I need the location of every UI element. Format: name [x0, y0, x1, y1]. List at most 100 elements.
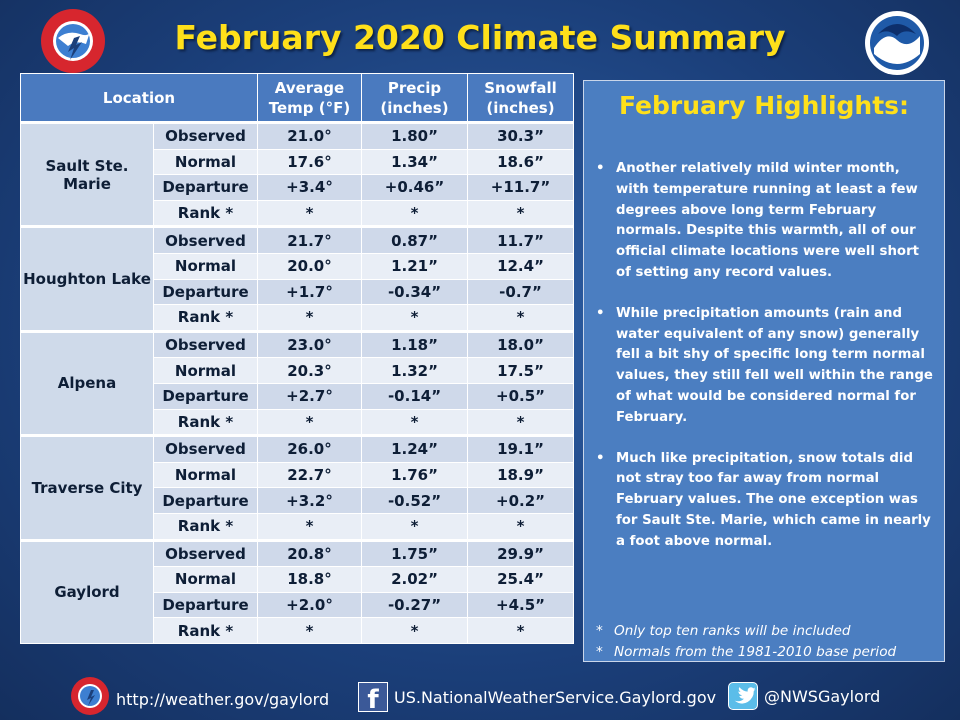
row-type-label: Normal — [153, 357, 258, 384]
footnote: * Only top ten ranks will be included — [596, 621, 941, 642]
snowfall-cell: -0.7” — [467, 278, 574, 306]
location-name: Gaylord — [20, 538, 154, 644]
temp-cell: 18.8° — [257, 566, 362, 593]
temp-cell: 20.3° — [257, 357, 362, 384]
website-link[interactable]: http://weather.gov/gaylord — [70, 677, 330, 716]
precip-cell: +0.46” — [361, 174, 468, 201]
nws-logo-icon — [41, 9, 105, 73]
row-type-label: Normal — [153, 461, 258, 489]
temp-cell: 20.8° — [257, 538, 362, 568]
noaa-logo-icon — [865, 11, 929, 75]
table-row: Rank * * * * — [21, 199, 574, 228]
table-row: Departure +3.4° +0.46” +11.7” — [21, 174, 574, 201]
row-type-label: Observed — [153, 434, 258, 463]
highlight-item: • Another relatively mild winter month, w… — [592, 159, 937, 284]
temp-cell: 20.0° — [257, 252, 362, 280]
row-type-label: Observed — [153, 122, 258, 150]
table-row: Rank * * * * — [21, 408, 574, 437]
bullet-icon: • — [596, 161, 605, 176]
twitter-icon — [728, 682, 758, 710]
temp-cell: * — [257, 199, 362, 228]
website-url[interactable]: http://weather.gov/gaylord — [116, 689, 330, 709]
table-row: Rank * * * * — [21, 304, 574, 332]
footer: http://weather.gov/gaylord f US.National… — [0, 676, 960, 716]
table-row: Sault Ste. Marie Observed 21.0° 1.80” 30.3” — [20, 121, 574, 228]
snowfall-cell: +11.7” — [467, 174, 574, 201]
temp-cell: * — [257, 617, 362, 644]
table-row: Departure +2.0° -0.27” +4.5” — [21, 591, 574, 619]
temp-cell: 23.0° — [257, 329, 362, 359]
snowfall-cell: * — [467, 304, 574, 332]
highlight-text: Another relatively mild winter month, wi… — [616, 161, 919, 280]
header-location: Location — [20, 73, 258, 124]
highlight-text: Much like precipitation, snow totals did… — [616, 450, 931, 549]
highlight-text: While precipitation amounts (rain and wa… — [616, 305, 933, 425]
bullet-icon: • — [596, 450, 605, 466]
facebook-handle[interactable]: US.NationalWeatherService.Gaylord.gov — [394, 687, 717, 707]
precip-cell: 1.34” — [361, 148, 468, 176]
precip-cell: * — [361, 512, 468, 541]
footnote-text: Only top ten ranks will be included — [614, 623, 851, 639]
temp-cell: +2.7° — [257, 382, 362, 410]
snowfall-cell: * — [467, 199, 574, 228]
table-row: Normal 20.0° 1.21” 12.4” — [21, 252, 574, 280]
snowfall-cell: 18.0” — [467, 329, 574, 359]
precip-cell: 0.87” — [361, 225, 468, 254]
precip-cell: 1.24” — [361, 434, 468, 463]
temp-cell: 26.0° — [257, 434, 362, 463]
row-type-label: Normal — [153, 148, 258, 176]
precip-cell: -0.34” — [361, 278, 468, 306]
row-type-label: Normal — [153, 252, 258, 280]
location-name: Houghton Lake — [20, 225, 154, 332]
header-temp: Average Temp (°F) — [257, 73, 362, 124]
facebook-link[interactable]: f US.NationalWeatherService.Gaylord.gov — [358, 682, 716, 712]
snowfall-cell: 11.7” — [467, 225, 574, 254]
snowfall-cell: 30.3” — [467, 122, 574, 150]
twitter-handle[interactable]: @NWSGaylord — [764, 686, 881, 706]
precip-cell: * — [361, 199, 468, 228]
snowfall-cell: 18.9” — [467, 461, 574, 489]
precip-cell: * — [361, 617, 468, 644]
snowfall-cell: * — [467, 408, 574, 437]
temp-cell: 21.7° — [257, 225, 362, 254]
row-type-label: Rank * — [153, 199, 258, 228]
precip-cell: -0.52” — [361, 487, 468, 514]
location-name: Traverse City — [20, 434, 154, 541]
nws-small-logo-icon — [71, 677, 109, 715]
row-type-label: Departure — [153, 591, 258, 619]
row-type-label: Observed — [153, 225, 258, 254]
highlights-panel: February Highlights: • Another relatively… — [583, 80, 945, 662]
temp-cell: +2.0° — [257, 591, 362, 619]
table-row: Departure +3.2° -0.52” +0.2” — [21, 487, 574, 514]
precip-cell: * — [361, 408, 468, 437]
temp-cell: * — [257, 304, 362, 332]
row-type-label: Rank * — [153, 512, 258, 541]
twitter-link[interactable]: @NWSGaylord — [728, 682, 880, 710]
temp-cell: +3.2° — [257, 487, 362, 514]
row-type-label: Rank * — [153, 408, 258, 437]
footnote-text: Normals from the 1981-2010 base period — [614, 643, 897, 660]
table-row: Rank * * * * — [21, 512, 574, 541]
row-type-label: Departure — [153, 278, 258, 306]
page-title: February 2020 Climate Summary — [174, 18, 786, 57]
table-row: Normal 20.3° 1.32” 17.5” — [21, 357, 574, 384]
temp-cell: 21.0° — [257, 122, 362, 150]
asterisk-icon: * — [596, 623, 603, 639]
snowfall-cell: 25.4” — [467, 566, 574, 593]
precip-cell: -0.14” — [361, 382, 468, 410]
highlights-list: • Another relatively mild winter month, w… — [592, 159, 937, 573]
temp-cell: * — [257, 408, 362, 437]
precip-cell: 1.76” — [361, 461, 468, 489]
precip-cell: 2.02” — [361, 566, 468, 593]
row-type-label: Rank * — [153, 304, 258, 332]
highlight-item: • Much like precipitation, snow totals di… — [592, 449, 937, 553]
row-type-label: Observed — [153, 329, 258, 359]
footnotes: * Only top ten ranks will be included * No… — [596, 621, 941, 662]
row-type-label: Departure — [153, 174, 258, 201]
snowfall-cell: 12.4” — [467, 252, 574, 280]
precip-cell: -0.27” — [361, 591, 468, 619]
snowfall-cell: * — [467, 512, 574, 541]
highlights-title: February Highlights: — [618, 91, 910, 120]
location-name: Alpena — [20, 329, 154, 437]
temp-cell: +1.7° — [257, 278, 362, 306]
